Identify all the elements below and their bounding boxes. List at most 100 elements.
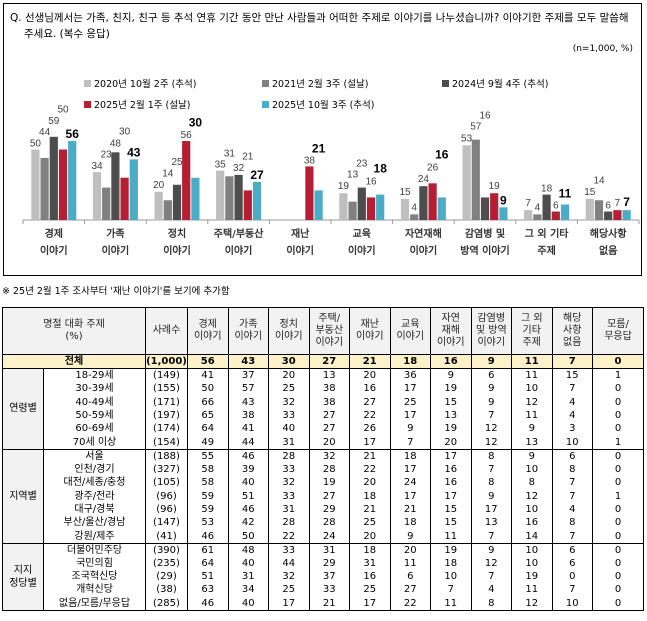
sample-size: (235) <box>145 556 188 570</box>
cell-value: 15 <box>430 395 472 409</box>
cell-value: 25 <box>390 395 431 409</box>
header-col: 그 외 기타 주제 <box>511 307 553 355</box>
cell-value: 61 <box>187 543 229 557</box>
bar <box>40 157 49 220</box>
bar <box>348 201 357 220</box>
category-label: 이야기 <box>163 244 191 257</box>
cell-value: 9 <box>390 422 431 436</box>
cell-value: 27 <box>308 354 350 369</box>
cell-value: 8 <box>552 462 593 476</box>
cell-value: 31 <box>268 435 310 450</box>
cell-value: 46 <box>228 449 269 463</box>
row-label: 대전/세종/충청 <box>43 475 146 490</box>
cell-value: 16 <box>430 354 472 369</box>
table-row: 70세 이상 (154) 49 44 31 20 17 7 20 12 13 10 1 <box>3 435 644 450</box>
data-label: 35 <box>215 160 227 171</box>
cell-value: 10 <box>511 556 553 570</box>
header-col: 모름/무응답 <box>592 307 644 355</box>
data-label: 53 <box>461 133 473 144</box>
data-label: 21 <box>242 151 254 162</box>
cell-value: 33 <box>268 489 310 503</box>
cell-value: 0 <box>592 543 644 557</box>
header-col: 경제 이야기 <box>187 307 229 355</box>
cell-value: 15 <box>430 502 472 517</box>
cell-value: 10 <box>511 543 553 557</box>
category-label: 없음 <box>599 244 617 257</box>
data-label: 9 <box>500 193 507 207</box>
cell-value: 18 <box>390 449 431 463</box>
cell-value: 43 <box>227 354 269 369</box>
row-label: 40-49세 <box>43 395 146 409</box>
cell-value: 15 <box>552 368 593 382</box>
sample-size: (29) <box>145 569 188 584</box>
cell-value: 10 <box>430 569 472 584</box>
cell-value: 10 <box>552 596 593 611</box>
data-label: 18 <box>374 162 388 176</box>
cell-value: 51 <box>187 569 229 584</box>
cell-value: 8 <box>471 596 512 611</box>
legend-swatch <box>442 79 449 87</box>
cell-value: 27 <box>349 395 391 409</box>
bar <box>120 177 129 220</box>
cell-value: 10 <box>511 382 553 396</box>
cell-value: 0 <box>592 516 644 530</box>
bar <box>49 136 58 220</box>
legend-item: 2024년 9월 4주 (추석) <box>442 76 548 90</box>
legend-label: 2024년 9월 4주 (추석) <box>452 79 549 90</box>
cell-value: 20 <box>349 475 391 490</box>
row-label: 30-39세 <box>43 382 146 396</box>
cell-value: 7 <box>552 529 593 544</box>
bar <box>462 145 471 220</box>
cell-value: 31 <box>228 569 269 584</box>
table-row: 50-59세 (197) 65 38 33 27 22 17 13 7 11 4 0 <box>3 408 644 423</box>
legend-item: 2025년 2월 1주 (설날) <box>84 97 190 111</box>
legend-item: 2021년 2월 3주 (설날) <box>262 76 368 90</box>
cell-value: 10 <box>511 502 553 517</box>
data-label: 13 <box>347 170 359 181</box>
data-label: 50 <box>57 105 69 116</box>
cell-value: 17 <box>390 489 431 503</box>
cell-value: 9 <box>471 382 512 396</box>
table-row: 국민의힘 (235) 64 40 44 29 31 11 18 12 10 6 0 <box>3 556 644 570</box>
cell-value: 28 <box>268 449 310 463</box>
cell-value: 27 <box>309 489 350 503</box>
table-row: 강원/제주 (41) 46 50 22 24 20 9 11 7 14 7 0 <box>3 529 644 544</box>
row-label: 18-29세 <box>43 368 146 382</box>
legend-label: 2021년 2월 3주 (설날) <box>272 79 369 90</box>
category-label: 교육 <box>353 228 371 240</box>
sample-size: (38) <box>145 583 188 597</box>
category-label: 자연재해 <box>405 227 442 240</box>
data-label: 6 <box>553 201 559 212</box>
row-label: 서울 <box>43 449 146 463</box>
data-label: 23 <box>101 150 113 161</box>
cell-value: 19 <box>430 422 472 436</box>
cell-value: 0 <box>592 569 644 584</box>
header-col: 정치 이야기 <box>268 307 310 355</box>
row-label: 광주/전라 <box>43 489 146 503</box>
data-label: 19 <box>489 181 501 192</box>
row-label: 60-69세 <box>43 422 146 436</box>
cell-value: 17 <box>430 489 472 503</box>
cell-value: 12 <box>471 556 512 570</box>
bar <box>129 159 138 220</box>
cell-value: 20 <box>268 368 310 382</box>
cell-value: 42 <box>228 516 269 530</box>
sample-size: (174) <box>145 422 188 436</box>
cell-value: 33 <box>268 408 310 423</box>
cell-value: 11 <box>511 368 553 382</box>
category-label: 이야기 <box>410 244 438 257</box>
group-label: 지역별 <box>2 448 44 544</box>
sample-size: (390) <box>145 543 188 557</box>
cell-value: 12 <box>471 435 512 450</box>
cell-value: 64 <box>187 422 229 436</box>
cell-value: 21 <box>309 596 350 611</box>
category-label: 경제 <box>45 227 63 240</box>
data-label: 34 <box>91 161 103 172</box>
bar <box>357 187 366 220</box>
cell-value: 55 <box>187 449 229 463</box>
cell-value: 16 <box>430 475 472 490</box>
cell-value: 11 <box>511 583 553 597</box>
header-n: 사례수 <box>145 307 188 355</box>
table-row: 대전/세종/충청 (105) 58 40 32 19 20 24 16 8 8 7 0 <box>3 475 644 490</box>
table-row: 지역별 서울 (188) 55 46 28 32 21 18 17 8 9 6 0 <box>2 448 644 544</box>
